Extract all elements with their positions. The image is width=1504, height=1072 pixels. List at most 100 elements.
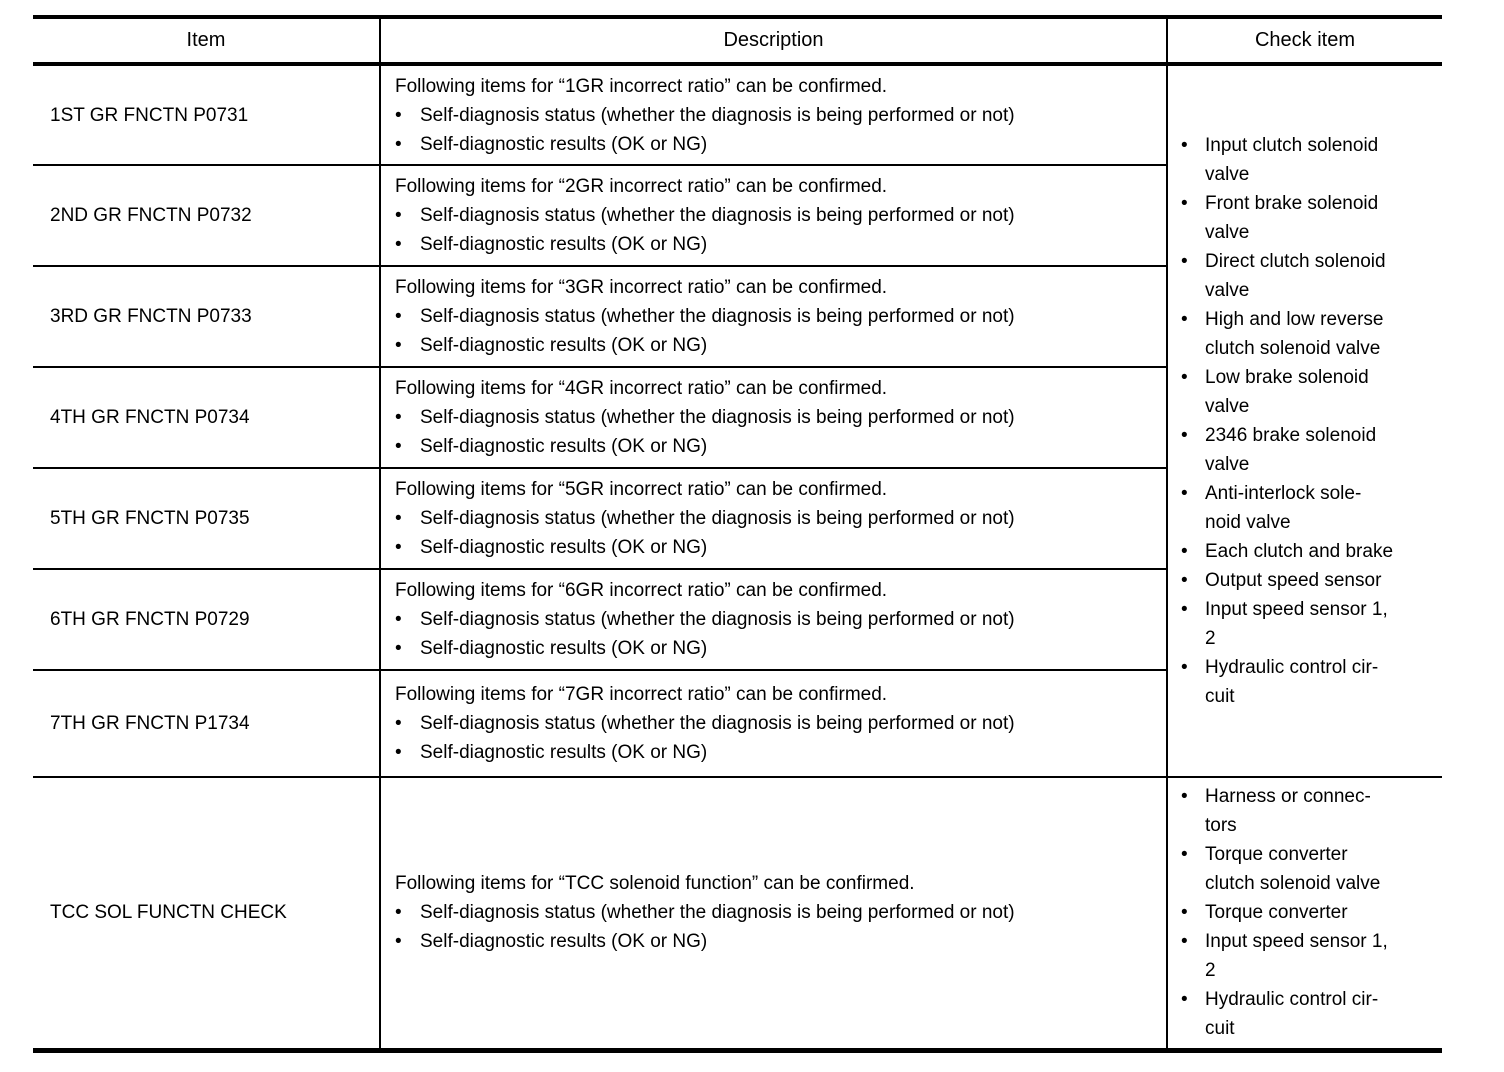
diagnosis-items-table: Item Description Check item 1ST GR FNCTN… — [33, 15, 1442, 1053]
description-intro: Following items for “7GR incorrect ratio… — [395, 684, 888, 705]
description-bullet-item: • Self-diagnostic results (OK or NG) — [395, 230, 1158, 259]
description-bullet-item: • Self-diagnostic results (OK or NG) — [395, 738, 1158, 767]
check-item-cell-tcc: • Harness or connec- tors • Torque convert… — [1167, 777, 1442, 1050]
bullet-marker: • — [1181, 599, 1188, 620]
description-cell: Following items for “3GR incorrect ratio… — [380, 266, 1168, 368]
description-bullet-text: Self-diagnostic results (OK or NG) — [420, 742, 708, 763]
bullet-marker: • — [1181, 786, 1188, 808]
table-row: 6TH GR FNCTN P0729 Following items for “… — [33, 569, 1442, 671]
description-cell: Following items for “1GR incorrect ratio… — [380, 64, 1168, 166]
bullet-marker: • — [395, 537, 402, 558]
description-bullet-text: Self-diagnosis status (whether the diagn… — [420, 407, 1015, 428]
check-item-text: Harness or connec- tors — [1205, 786, 1371, 837]
bullet-marker: • — [395, 609, 402, 630]
description-bullet-item: • Self-diagnostic results (OK or NG) — [395, 130, 1158, 159]
description-cell: Following items for “2GR incorrect ratio… — [380, 165, 1168, 267]
description-bullet-text: Self-diagnostic results (OK or NG) — [420, 436, 708, 457]
description-bullet-text: Self-diagnosis status (whether the diagn… — [420, 713, 1015, 734]
check-list-item: • Low brake solenoid valve — [1181, 363, 1438, 421]
check-item-cell-gears: • Input clutch solenoid valve • Front brak… — [1167, 64, 1442, 778]
check-list-item: • Harness or connec- tors — [1181, 782, 1438, 840]
table-row: TCC SOL FUNCTN CHECK Following items for… — [33, 777, 1442, 1050]
item-cell: 1ST GR FNCTN P0731 — [33, 64, 381, 166]
check-item-text: Anti-interlock sole- noid valve — [1205, 483, 1362, 533]
bullet-marker: • — [395, 335, 402, 356]
bullet-marker: • — [1181, 309, 1188, 330]
bullet-marker: • — [395, 638, 402, 659]
description-bullet-item: • Self-diagnosis status (whether the diag… — [395, 201, 1158, 230]
bullet-marker: • — [395, 902, 402, 924]
description-cell: Following items for “4GR incorrect ratio… — [380, 367, 1168, 469]
bullet-marker: • — [1181, 541, 1188, 562]
bullet-marker: • — [395, 508, 402, 529]
bullet-marker: • — [1181, 844, 1188, 866]
check-item-text: Output speed sensor — [1205, 570, 1382, 591]
bullet-marker: • — [395, 713, 402, 734]
bullet-marker: • — [395, 133, 402, 155]
table-row: 2ND GR FNCTN P0732 Following items for “… — [33, 165, 1442, 267]
description-bullet-item: • Self-diagnosis status (whether the diag… — [395, 605, 1158, 634]
check-list-item: • Each clutch and brake — [1181, 537, 1438, 566]
check-item-text: High and low reverse clutch solenoid val… — [1205, 309, 1384, 359]
check-item-text: Each clutch and brake — [1205, 541, 1394, 562]
check-item-text: Direct clutch solenoid valve — [1205, 251, 1386, 301]
description-intro: Following items for “3GR incorrect ratio… — [395, 277, 888, 298]
item-cell: 6TH GR FNCTN P0729 — [33, 569, 381, 671]
check-list-item: • Anti-interlock sole- noid valve — [1181, 479, 1438, 537]
table-row: 7TH GR FNCTN P1734 Following items for “… — [33, 670, 1442, 778]
check-list-item: • Torque converter clutch solenoid valve — [1181, 840, 1438, 898]
description-bullet-item: • Self-diagnosis status (whether the diag… — [395, 504, 1158, 533]
item-cell: 3RD GR FNCTN P0733 — [33, 266, 381, 368]
description-bullet-item: • Self-diagnostic results (OK or NG) — [395, 927, 1158, 956]
check-list-item: • Input speed sensor 1, 2 — [1181, 927, 1438, 985]
description-bullet-item: • Self-diagnosis status (whether the diag… — [395, 898, 1158, 927]
description-bullet-item: • Self-diagnostic results (OK or NG) — [395, 432, 1158, 461]
table-row: 5TH GR FNCTN P0735 Following items for “… — [33, 468, 1442, 570]
check-item-text: Hydraulic control cir- cuit — [1205, 989, 1379, 1040]
header-row: Item Description Check item — [33, 17, 1442, 66]
bullet-marker: • — [395, 234, 402, 255]
check-list-item: • Direct clutch solenoid valve — [1181, 247, 1438, 305]
description-bullet-item: • Self-diagnosis status (whether the diag… — [395, 302, 1158, 331]
bullet-marker: • — [395, 931, 402, 953]
description-intro: Following items for “5GR incorrect ratio… — [395, 479, 888, 500]
bullet-marker: • — [395, 742, 402, 763]
description-bullet-text: Self-diagnosis status (whether the diagn… — [420, 306, 1015, 327]
diagnosis-table-wrapper: Item Description Check item 1ST GR FNCTN… — [33, 15, 1442, 1053]
description-cell: Following items for “6GR incorrect ratio… — [380, 569, 1168, 671]
bullet-marker: • — [1181, 135, 1188, 156]
description-bullet-item: • Self-diagnosis status (whether the diag… — [395, 101, 1158, 130]
column-header-item: Item — [33, 17, 381, 66]
check-item-text: Input clutch solenoid valve — [1205, 135, 1379, 185]
check-item-text: Hydraulic control cir- cuit — [1205, 657, 1379, 707]
bullet-marker: • — [1181, 931, 1188, 953]
check-list-item: • Input speed sensor 1, 2 — [1181, 595, 1438, 653]
description-intro: Following items for “6GR incorrect ratio… — [395, 580, 888, 601]
check-list-item: • Front brake solenoid valve — [1181, 189, 1438, 247]
description-bullet-text: Self-diagnosis status (whether the diagn… — [420, 205, 1015, 226]
bullet-marker: • — [395, 407, 402, 428]
bullet-marker: • — [395, 205, 402, 226]
description-cell: Following items for “5GR incorrect ratio… — [380, 468, 1168, 570]
description-intro: Following items for “1GR incorrect ratio… — [395, 75, 888, 97]
description-bullet-item: • Self-diagnostic results (OK or NG) — [395, 634, 1158, 663]
description-bullet-text: Self-diagnostic results (OK or NG) — [420, 931, 708, 953]
description-bullet-text: Self-diagnostic results (OK or NG) — [420, 537, 708, 558]
item-cell: 5TH GR FNCTN P0735 — [33, 468, 381, 570]
item-cell: TCC SOL FUNCTN CHECK — [33, 777, 381, 1050]
check-list-item: • Hydraulic control cir- cuit — [1181, 985, 1438, 1043]
description-intro: Following items for “4GR incorrect ratio… — [395, 378, 888, 399]
description-bullet-text: Self-diagnosis status (whether the diagn… — [420, 104, 1015, 126]
description-bullet-item: • Self-diagnostic results (OK or NG) — [395, 331, 1158, 360]
item-cell: 4TH GR FNCTN P0734 — [33, 367, 381, 469]
check-item-text: Input speed sensor 1, 2 — [1205, 931, 1388, 982]
description-bullet-text: Self-diagnostic results (OK or NG) — [420, 638, 708, 659]
bullet-marker: • — [1181, 251, 1188, 272]
check-list-item: • Input clutch solenoid valve — [1181, 131, 1438, 189]
bullet-marker: • — [395, 104, 402, 126]
bullet-marker: • — [395, 306, 402, 327]
item-cell: 2ND GR FNCTN P0732 — [33, 165, 381, 267]
bullet-marker: • — [1181, 367, 1188, 388]
description-bullet-item: • Self-diagnosis status (whether the diag… — [395, 403, 1158, 432]
description-bullet-item: • Self-diagnostic results (OK or NG) — [395, 533, 1158, 562]
